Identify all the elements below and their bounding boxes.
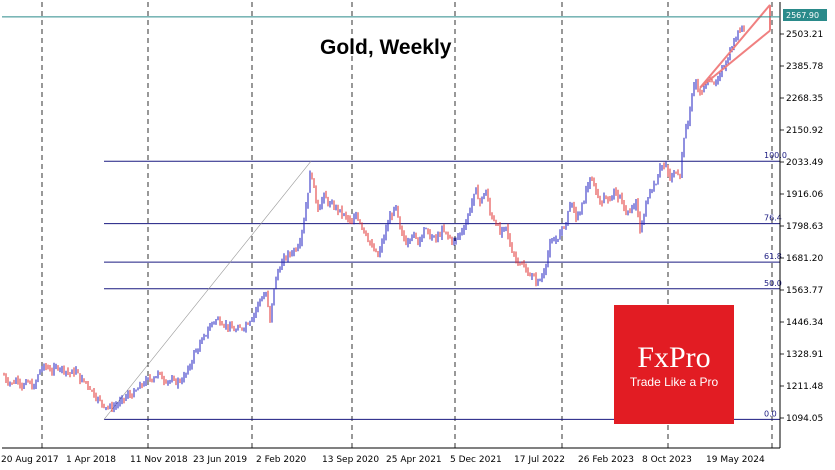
y-tick-label: 2385.78 [786, 62, 823, 72]
x-tick-label: 11 Nov 2018 [130, 455, 188, 465]
y-tick-label: 1681.20 [786, 254, 823, 264]
y-tick-label: 1916.06 [786, 190, 823, 200]
logo-background [614, 305, 734, 424]
logo-text: FxPro [637, 341, 710, 374]
y-tick-label: 2150.92 [786, 126, 823, 136]
y-tick-label: 2503.21 [786, 30, 823, 40]
current-price-tag: 2567.90 [783, 9, 827, 21]
fib-level-label: 61.8 [764, 252, 782, 261]
fxpro-logo: FxPro Trade Like a Pro [614, 305, 734, 424]
x-tick-label: 19 May 2024 [706, 455, 765, 465]
x-tick-label: 20 Aug 2017 [1, 455, 59, 465]
fib-level-label: 100.0 [764, 151, 787, 160]
x-tick-label: 2 Feb 2020 [256, 455, 307, 465]
impulse-line [103, 161, 312, 420]
price-tag-background [783, 9, 827, 21]
x-tick-label: 23 Jun 2019 [193, 455, 247, 465]
x-tick-label: 13 Sep 2020 [322, 455, 379, 465]
chart-title: Gold, Weekly [320, 36, 452, 59]
logo-tagline: Trade Like a Pro [630, 375, 719, 389]
axes: 20 Aug 2017 1 Apr 2018 11 Nov 2018 23 Jun 2… [1, 2, 823, 465]
x-tick-label: 26 Feb 2023 [578, 455, 634, 465]
impulse-line-segment [103, 161, 312, 420]
x-tick-label: 5 Dec 2021 [450, 455, 502, 465]
fib-level-label: 50.0 [764, 279, 782, 288]
channel-lower-line [699, 29, 771, 89]
y-tick-label: 2268.35 [786, 94, 823, 104]
trend-channel [699, 4, 771, 89]
price-tag-text: 2567.90 [786, 11, 819, 20]
y-tick-label: 1798.63 [786, 222, 823, 232]
x-tick-label: 8 Oct 2023 [642, 455, 692, 465]
y-tick-label: 1328.91 [786, 350, 823, 360]
x-tick-label: 17 Jul 2022 [514, 455, 565, 465]
fib-level-label: 76.4 [764, 214, 782, 223]
y-tick-label: 2033.49 [786, 158, 823, 168]
y-tick-label: 1211.48 [786, 382, 823, 392]
fib-level-label: 0.0 [764, 409, 777, 418]
y-tick-label: 1446.34 [786, 318, 823, 328]
x-tick-label: 25 Apr 2021 [386, 455, 442, 465]
y-tick-label: 1563.77 [786, 286, 823, 296]
channel-upper-line [699, 4, 771, 89]
y-tick-label: 1094.05 [786, 414, 823, 424]
candles [3, 25, 745, 413]
x-tick-label: 1 Apr 2018 [66, 455, 116, 465]
